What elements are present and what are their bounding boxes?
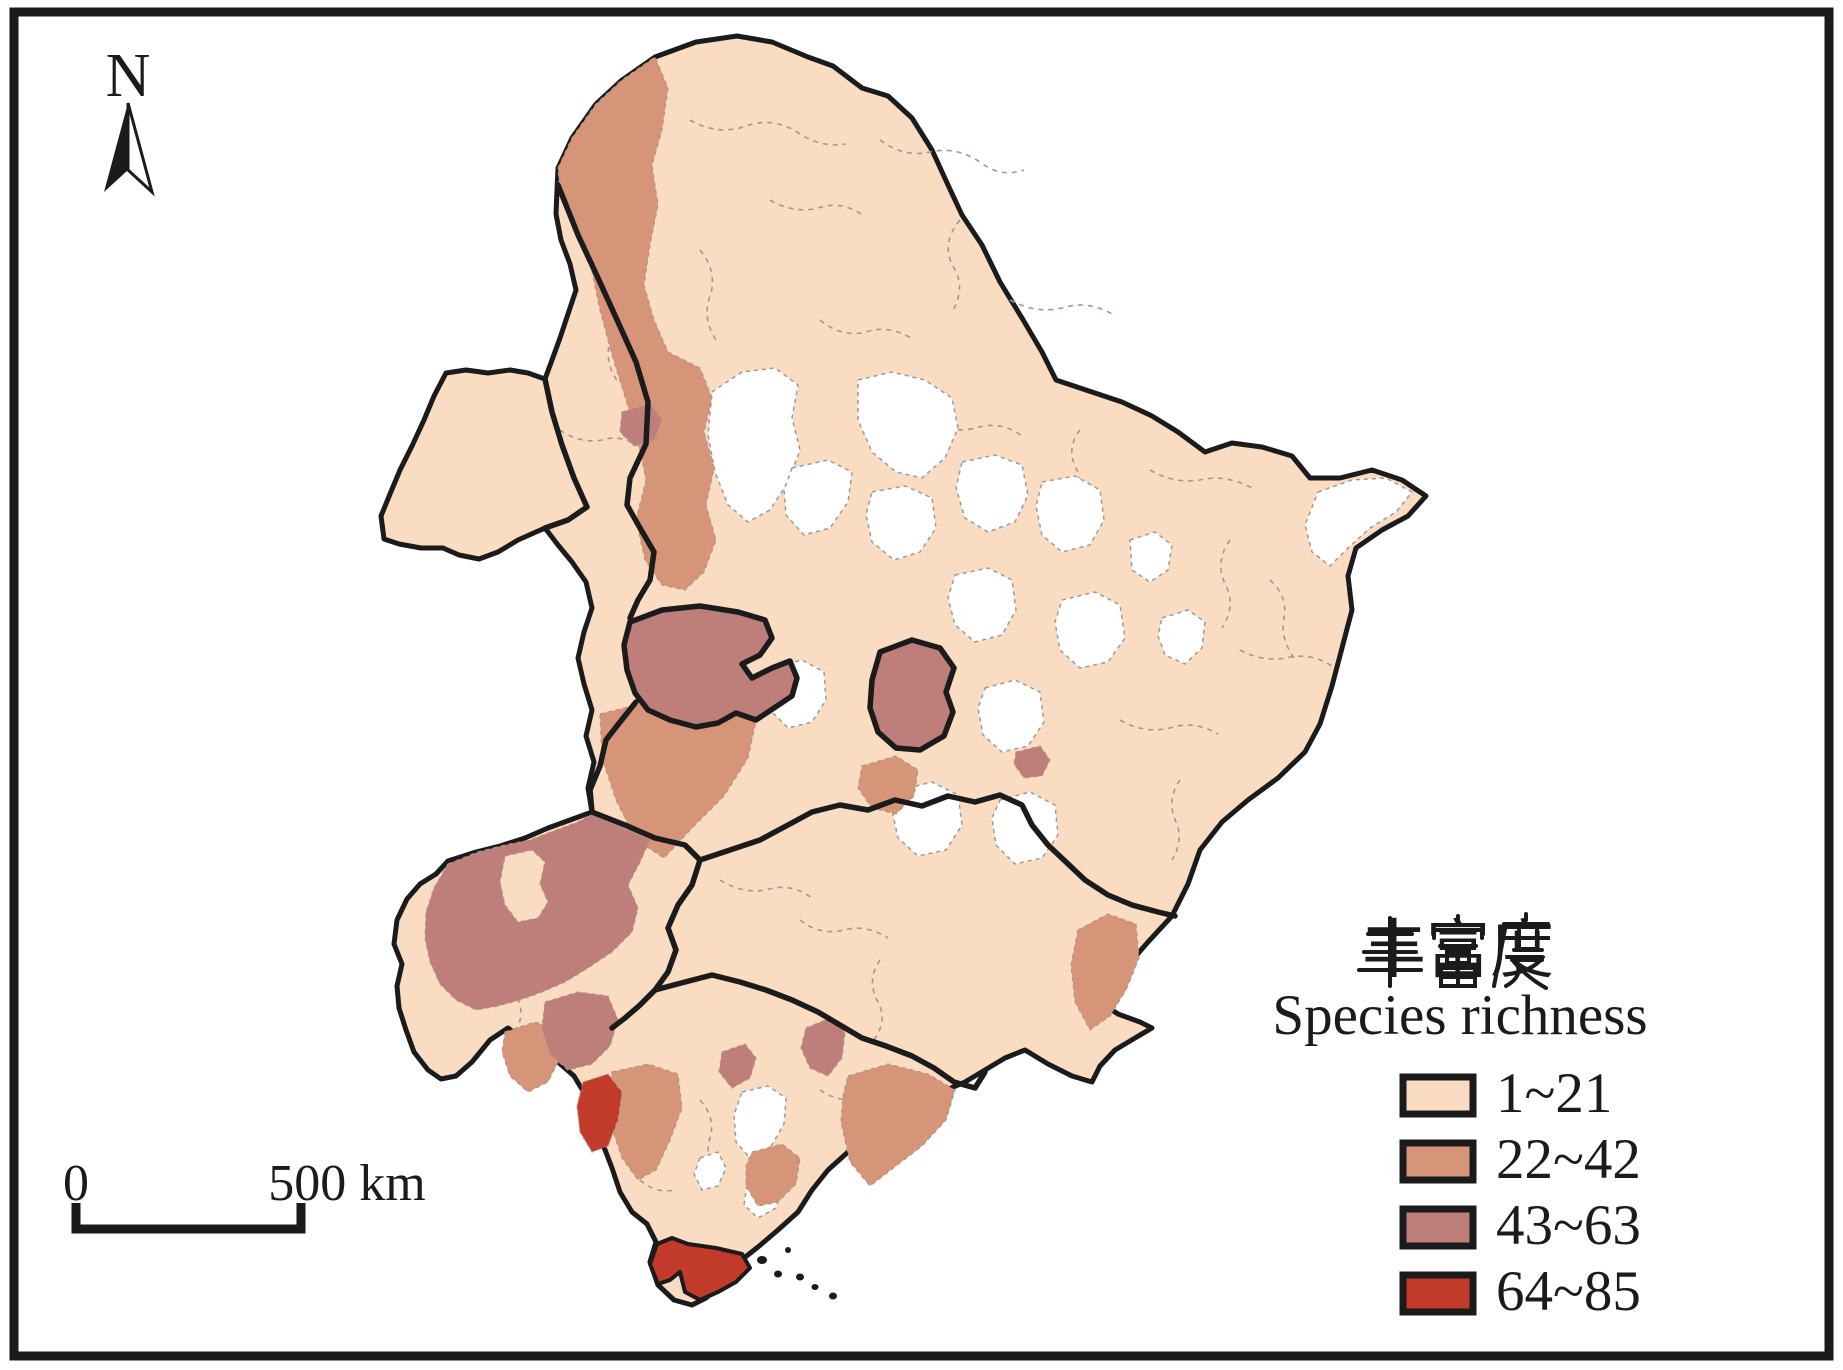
legend-item-4: 64~85 xyxy=(1399,1260,1641,1323)
scale-start-label: 0 xyxy=(63,1155,89,1212)
legend-swatch-2 xyxy=(1399,1139,1477,1184)
richness-22-42-patches xyxy=(501,56,1140,1207)
scale-bar: 0 500 km xyxy=(63,1155,426,1234)
richness-64-85-patches xyxy=(576,1073,752,1302)
island-dots xyxy=(757,1247,837,1300)
legend: 丰富度 Species richness 1~21 22~42 43~63 xyxy=(1272,912,1648,1323)
west-corridor-boundary xyxy=(542,376,590,531)
scale-bar-line xyxy=(71,1203,306,1234)
qiqihar-city-patch xyxy=(621,603,800,730)
legend-title-en: Species richness xyxy=(1272,984,1647,1047)
inner-mongolia-boundary xyxy=(555,182,657,621)
legend-swatch-4 xyxy=(1399,1271,1477,1316)
heilongjiang-jilin-boundary xyxy=(697,792,1178,919)
north-arrow-right-half xyxy=(126,102,155,197)
choropleth-map xyxy=(378,33,1429,1308)
jilin-liaoning-boundary xyxy=(652,972,988,1091)
legend-item-2: 22~42 xyxy=(1399,1128,1641,1191)
scale-end-label: 500 km xyxy=(268,1155,425,1212)
legend-label-1: 1~21 xyxy=(1496,1062,1612,1125)
legend-swatch-3 xyxy=(1399,1205,1477,1250)
no-data-counties xyxy=(693,367,1414,1219)
north-arrow-label: N xyxy=(106,42,151,110)
north-arrow: N xyxy=(104,42,155,197)
legend-label-3: 43~63 xyxy=(1496,1194,1641,1257)
legend-item-3: 43~63 xyxy=(1399,1194,1641,1257)
north-arrow-left-half xyxy=(104,103,128,192)
legend-label-4: 64~85 xyxy=(1496,1260,1641,1323)
province-boundaries xyxy=(542,182,1178,1091)
legend-label-2: 22~42 xyxy=(1496,1128,1641,1191)
sw-lobe-light-notch xyxy=(499,849,549,923)
legend-item-1: 1~21 xyxy=(1399,1062,1612,1125)
legend-swatch-1 xyxy=(1399,1073,1477,1118)
harbin-city-patch xyxy=(867,637,957,753)
legend-title-zh-glyphs xyxy=(1357,912,1550,990)
